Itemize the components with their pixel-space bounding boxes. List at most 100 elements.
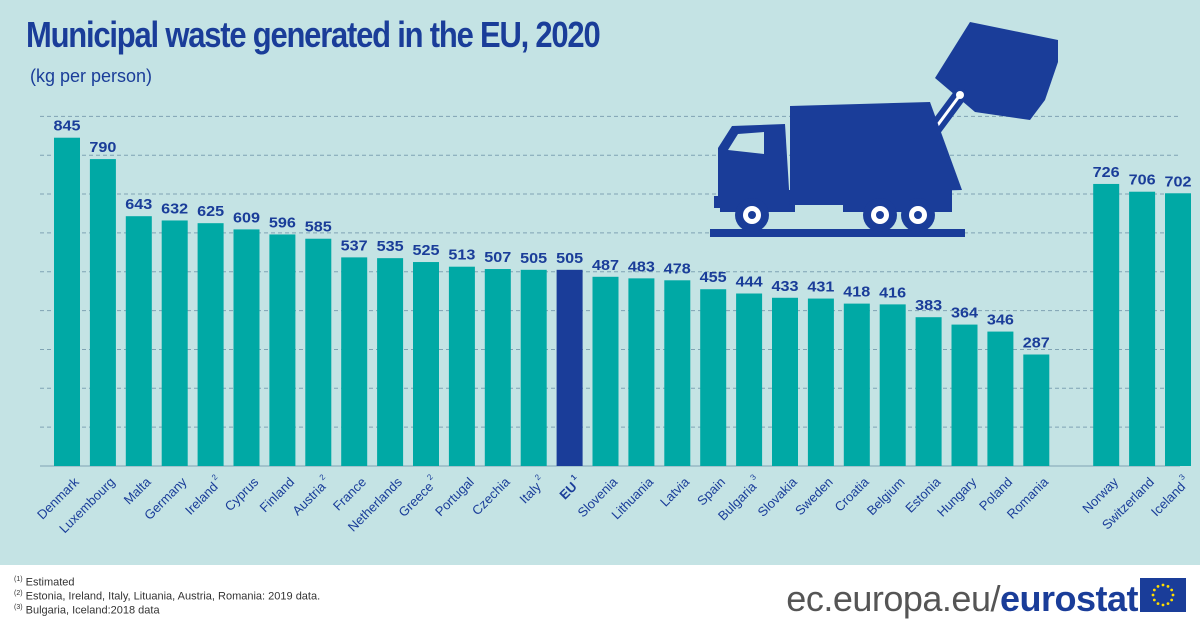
bar-belgium — [879, 304, 906, 466]
bar-cyprus — [233, 229, 260, 466]
star-icon — [1161, 603, 1165, 607]
footnote-2: (2) Estonia, Ireland, Italy, Lituania, A… — [14, 590, 320, 603]
category-label: Malta — [121, 474, 155, 508]
bar-poland — [987, 331, 1014, 466]
bar-netherlands — [377, 258, 404, 466]
value-label: 596 — [269, 214, 296, 231]
value-label: 625 — [197, 203, 224, 220]
value-label: 487 — [592, 257, 619, 274]
bar-finland — [269, 234, 296, 466]
bar-hungary — [951, 324, 978, 466]
category-label: Belgium — [864, 474, 908, 518]
bar-denmark — [54, 137, 80, 466]
source-link[interactable]: ec.europa.eu/eurostat — [786, 578, 1138, 620]
eu-flag-icon — [1140, 578, 1186, 612]
category-label: EU 1 — [554, 472, 585, 503]
star-icon — [1152, 598, 1156, 602]
bar-spain — [700, 289, 727, 466]
eurostat-brand: eurostat — [999, 578, 1139, 619]
bar-greece — [413, 262, 439, 466]
value-label: 418 — [843, 284, 870, 301]
bar-romania — [1023, 354, 1050, 466]
bar-austria — [305, 238, 332, 466]
value-label: 643 — [125, 196, 152, 213]
footnote-text: Bulgaria, Iceland:2018 data — [25, 604, 160, 617]
value-label: 287 — [1023, 335, 1050, 352]
footnote-3: (3) Bulgaria, Iceland:2018 data — [14, 604, 160, 617]
chart-title: Municipal waste generated in the EU, 202… — [26, 14, 601, 55]
value-label: 537 — [341, 237, 368, 254]
bar-eu — [556, 269, 583, 466]
value-label: 433 — [772, 278, 799, 295]
chart-subtitle: (kg per person) — [30, 66, 153, 86]
bar-malta — [125, 216, 152, 466]
bar-luxembourg — [89, 159, 116, 466]
value-label: 726 — [1093, 164, 1120, 181]
bar-latvia — [664, 280, 691, 466]
bar-croatia — [843, 303, 870, 466]
category-label: Ireland 2 — [180, 472, 226, 518]
value-label: 505 — [520, 250, 547, 267]
value-label: 416 — [879, 284, 906, 301]
value-label: 706 — [1129, 172, 1156, 189]
category-label: Italy 2 — [514, 472, 549, 507]
star-icon — [1166, 602, 1170, 606]
value-label: 845 — [54, 118, 81, 135]
value-label: 632 — [161, 200, 188, 217]
footnote-marker: (3) — [14, 604, 23, 611]
value-label: 513 — [448, 247, 475, 264]
bar-ireland — [197, 223, 224, 466]
value-label: 383 — [915, 297, 942, 314]
bar-slovakia — [772, 297, 798, 466]
bar-switzerland — [1129, 191, 1156, 466]
star-icon — [1170, 598, 1174, 602]
value-label: 585 — [305, 219, 332, 236]
category-label: Austria 2 — [287, 472, 333, 518]
bar-czechia — [484, 269, 511, 466]
value-label: 505 — [556, 250, 583, 267]
value-label: 790 — [89, 139, 116, 156]
category-label: Latvia — [657, 474, 693, 510]
bar-norway — [1093, 183, 1120, 466]
value-label: 431 — [807, 279, 834, 296]
star-icon — [1170, 588, 1174, 592]
value-label: 702 — [1165, 173, 1192, 190]
garbage-truck-icon — [710, 22, 1058, 237]
value-label: 455 — [700, 269, 727, 286]
footnote-marker: (2) — [14, 590, 23, 597]
category-label: Hungary — [934, 474, 980, 520]
star-icon — [1151, 593, 1155, 597]
value-label: 535 — [377, 238, 404, 255]
source-domain: ec.europa.eu/ — [786, 578, 1000, 619]
bar-france — [341, 257, 368, 466]
value-label: 478 — [664, 260, 691, 277]
bar-germany — [161, 220, 188, 466]
category-label: Cyprus — [222, 474, 262, 514]
bar-bulgaria — [736, 293, 763, 466]
bar-slovenia — [592, 276, 619, 466]
value-labels: 845 790 643 632 625 609 596 585 537 535 525 513 507 5… — [54, 118, 1192, 352]
category-label: Greece 2 — [393, 472, 441, 520]
bar-italy — [520, 269, 547, 466]
star-icon — [1156, 584, 1160, 588]
value-label: 609 — [233, 209, 260, 226]
star-icon — [1171, 593, 1175, 597]
bar-estonia — [915, 317, 942, 466]
footnote-marker: (1) — [14, 576, 23, 583]
bar-iceland — [1165, 193, 1191, 466]
star-icon — [1161, 583, 1165, 587]
star-icon — [1156, 602, 1160, 606]
value-label: 444 — [736, 274, 764, 291]
footnote-text: Estonia, Ireland, Italy, Lituania, Austr… — [25, 590, 321, 603]
value-label: 525 — [413, 242, 440, 259]
category-label: Portugal — [432, 474, 477, 519]
category-label: Slovakia — [755, 474, 801, 520]
star-icon — [1152, 588, 1156, 592]
category-label: Czechia — [469, 474, 513, 518]
value-label: 483 — [628, 258, 655, 275]
bar-portugal — [448, 266, 475, 466]
value-label: 507 — [484, 249, 511, 266]
category-label: Spain — [694, 474, 728, 508]
category-label: Iceland 3 — [1146, 472, 1193, 519]
